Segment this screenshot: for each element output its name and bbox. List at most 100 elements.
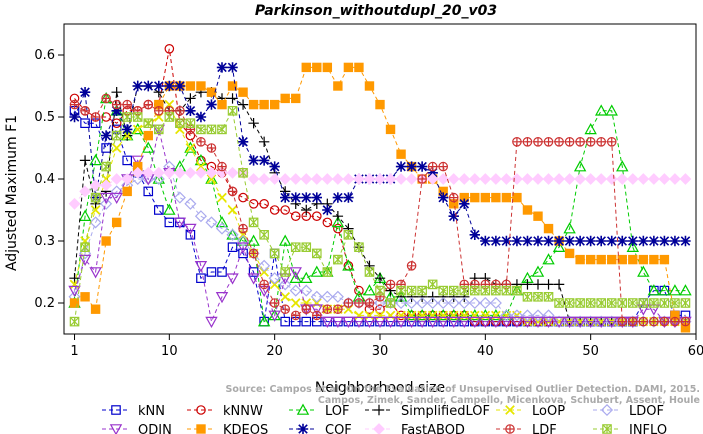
cof-point [79,87,91,98]
simplifiedlof-point [301,204,312,216]
lof-point [194,153,208,166]
loop-point [217,192,227,203]
ldof-point [300,284,313,297]
legend-item-knn: kNN [102,404,165,419]
odin-point [310,304,324,316]
fastabod-point [669,173,681,185]
odin-point [436,316,450,329]
odin-point [415,316,429,329]
loop-point [280,291,291,302]
ldf-point [606,137,617,147]
legend-item-simplifiedlof: SimplifiedLOF [365,404,490,419]
simplifiedlof-point [374,273,386,284]
inflo-point [206,124,217,135]
ldf-point [175,106,185,116]
loop-point [385,310,396,321]
knnw-point [290,211,301,221]
ldof-point [489,296,502,310]
kdeos-point [354,62,364,73]
ldf-point [364,298,375,308]
ldof-point [531,309,545,322]
ldof-point [479,296,492,310]
kdeos-point [301,62,311,73]
ldof-point [194,210,207,223]
loop-point [491,310,501,321]
inflo-point [312,248,322,259]
odin-point [110,192,123,205]
lof-point [405,308,418,321]
kdeos-point [564,248,575,259]
knnw-point [259,199,269,209]
inflo-point [122,112,132,122]
cof-point [174,80,186,92]
inflo-point [322,267,333,277]
legend-label: SimplifiedLOF [401,404,490,419]
legend-item-knnw: kNNW [187,404,263,419]
fastabod-point [226,166,239,179]
cof-point [227,62,238,73]
odin-point [331,316,345,329]
inflo-point [238,168,248,178]
series-inflo [69,105,691,327]
inflo-point [364,267,375,277]
inflo-point [227,105,238,116]
lof-point [205,172,218,184]
inflo-point [259,230,269,240]
kdeos-point [396,149,406,159]
odin-point [205,316,218,329]
fastabod-point [89,179,102,192]
lof-point [637,265,650,277]
inflo-point [154,124,164,135]
inflo-point [196,124,206,135]
ldof-point [510,309,523,322]
odin-point [405,316,418,329]
fastabod-point [395,173,407,185]
cof-point [680,235,691,247]
fastabod-point [353,173,365,185]
odin-point [342,316,355,329]
ldf-point [311,310,322,321]
ldf-point [512,137,522,147]
fastabod-point [268,173,281,185]
odin-point [573,316,587,329]
odin-point [521,316,534,329]
cof-point [490,235,502,247]
fastabod-point [258,173,271,185]
ldf-point [448,192,459,203]
kdeos-point [543,223,554,234]
ldof-point [310,290,323,303]
lof-point [626,240,640,252]
inflo-point [290,242,301,252]
inflo-point [385,298,396,308]
simplifiedlof-point [427,291,438,302]
kdeos-point [227,81,238,91]
knnw-point [280,205,290,215]
kdeos-point [470,192,480,203]
kdeos-point [238,87,248,97]
knn-point [227,242,238,252]
knn-point [217,267,227,277]
inflo-point [543,292,554,302]
simplifiedlof-point [237,99,249,110]
ldf-point [438,161,448,172]
knn-point [143,186,154,197]
simplifiedlof-point [69,273,80,284]
lof-point [78,209,92,221]
odin-point [531,316,545,329]
knn-point [122,155,132,166]
inflo-point [343,230,354,240]
knnw-point [375,304,385,314]
loop-point [396,310,406,321]
cof-point [143,80,154,92]
legend-cof-point [297,423,309,434]
ldof-point [184,197,197,210]
loop-point [196,161,206,172]
cof-point [606,235,617,247]
loop-point [427,310,438,321]
lof-point [331,215,345,228]
watermark-line-2: Campos, Zimek, Sander, Campello, Micenko… [318,395,700,406]
kdeos-point [196,81,206,91]
knnw-point [354,285,364,296]
kdeos-point [206,87,217,97]
lof-point [131,122,144,135]
